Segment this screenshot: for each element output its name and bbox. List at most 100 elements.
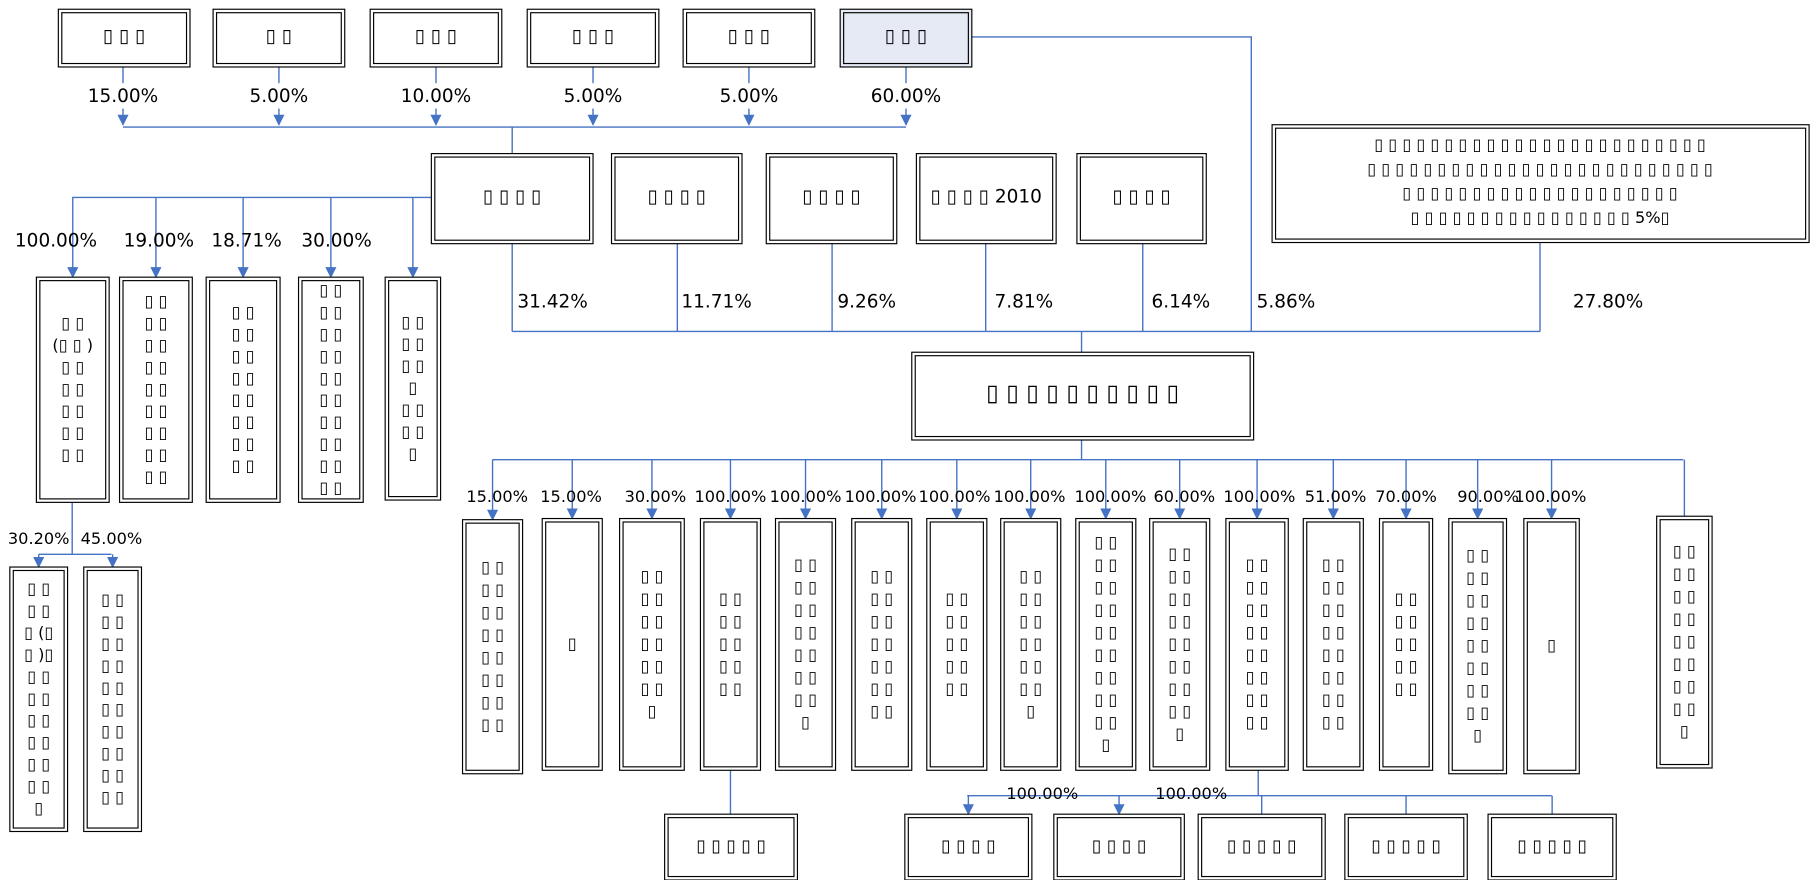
label: ▯ ▯ bbox=[1673, 654, 1696, 673]
box-inner bbox=[1228, 521, 1286, 768]
label: 5.00% bbox=[564, 86, 623, 107]
label: ▯ ▯ bbox=[319, 390, 342, 409]
label: ▯ ▯ bbox=[1168, 701, 1191, 720]
label: ▯ ▯ bbox=[144, 467, 167, 486]
box bbox=[212, 8, 346, 68]
box bbox=[1000, 517, 1062, 771]
label: ▯ ▯ bbox=[794, 668, 817, 687]
label: ▯ ▯ bbox=[1094, 690, 1117, 709]
label: ▯ ▯ bbox=[1322, 555, 1345, 574]
label: 19.00% bbox=[124, 230, 194, 251]
label: ▯ ▯ bbox=[1466, 636, 1489, 655]
label: ▯ ▯ bbox=[870, 701, 893, 720]
label: ▯ ▯ bbox=[319, 346, 342, 365]
box-inner bbox=[854, 521, 909, 768]
label: ▯ ▯ bbox=[945, 589, 968, 608]
label: ▯ ▯ bbox=[870, 634, 893, 653]
label: ▯ ▯ bbox=[1466, 681, 1489, 700]
box bbox=[915, 153, 1057, 245]
label: ▯ ▯ bbox=[870, 589, 893, 608]
label: ▯ ▯ bbox=[1019, 634, 1042, 653]
box bbox=[430, 153, 594, 245]
label: ▯ ▯ bbox=[794, 600, 817, 619]
label: 7.81% bbox=[994, 292, 1053, 313]
label: ▯ ▯ bbox=[27, 777, 50, 796]
label: ▯ ▯ bbox=[144, 379, 167, 398]
label: 15.00% bbox=[540, 487, 602, 506]
label: ▯ ▯ bbox=[1168, 656, 1191, 675]
label: ▯ ▯ bbox=[719, 679, 742, 698]
label: ▯ ▯ bbox=[401, 356, 424, 375]
box-inner bbox=[122, 280, 190, 500]
label: ▯ ▯ bbox=[101, 722, 124, 741]
label: ▯ ▯ ▯ ▯ bbox=[1092, 837, 1147, 857]
label: ▯ ▯ bbox=[481, 647, 504, 666]
box bbox=[926, 517, 988, 771]
label: ▯ ▯ bbox=[719, 656, 742, 675]
box bbox=[1344, 813, 1468, 881]
label: ▯ ▯ bbox=[1246, 668, 1269, 687]
label: ▯ ▯ bbox=[945, 634, 968, 653]
label: ▯ ▯ bbox=[794, 645, 817, 664]
label: 51.00% bbox=[1305, 487, 1367, 506]
label: ▯ ▯ bbox=[61, 313, 84, 332]
label: ▯ ▯ bbox=[61, 445, 84, 464]
label: ▯ ▯ bbox=[1094, 600, 1117, 619]
label: ▯ bbox=[1680, 722, 1689, 741]
box bbox=[1197, 813, 1326, 881]
label: ▯ ▯ ▯ ▯ ▯ bbox=[696, 837, 766, 857]
box-inner bbox=[1490, 817, 1614, 878]
box bbox=[765, 153, 898, 245]
label: 30.00% bbox=[301, 230, 371, 251]
label: ▯ ▯ bbox=[319, 368, 342, 387]
box bbox=[1149, 517, 1211, 771]
box-inner bbox=[929, 521, 984, 768]
label: 100.00% bbox=[845, 487, 917, 506]
box bbox=[1076, 153, 1207, 245]
label: ▯ ▯ ▯ ▯ ▯ ▯ ▯ ▯ ▯ ▯ ▯ ▯ ▯ ▯ ▯ ▯ ▯ ▯ ▯ ▯ … bbox=[1367, 159, 1713, 178]
label: 100.00% bbox=[1006, 784, 1078, 803]
label: 10.00% bbox=[401, 86, 471, 107]
label: 15.00% bbox=[88, 86, 158, 107]
label: ▯ ▯ bbox=[27, 689, 50, 708]
box-inner bbox=[1056, 817, 1182, 878]
label: ▯ bbox=[1026, 701, 1035, 720]
box-inner bbox=[373, 12, 499, 65]
label: ▯ ▯ bbox=[1019, 589, 1042, 608]
label: ▯ bbox=[1101, 735, 1110, 754]
label: ▯ ▯ bbox=[719, 589, 742, 608]
label: ▯ ▯ ▯ ▯ ▯ ▯ ▯ ▯ ▯ ▯ bbox=[986, 380, 1179, 406]
box-inner bbox=[843, 12, 969, 65]
label: ▯ bbox=[1473, 726, 1482, 745]
box-inner bbox=[907, 817, 1029, 878]
label: ▯ ▯ bbox=[870, 566, 893, 585]
label: ▯ bbox=[1547, 636, 1556, 655]
label: ▯ ▯ ▯ ▯ bbox=[802, 186, 860, 207]
box bbox=[610, 153, 743, 245]
label: ▯ ▯ ▯ bbox=[415, 26, 457, 47]
label: 45.00% bbox=[81, 529, 143, 548]
label: ▯ ▯ bbox=[101, 788, 124, 807]
box-inner bbox=[622, 521, 682, 768]
label: ▯ ▯ bbox=[1094, 668, 1117, 687]
box bbox=[851, 517, 913, 771]
label: 100.00% bbox=[1223, 487, 1295, 506]
label: ▯ ▯ bbox=[640, 589, 663, 608]
label: ▯ ▯ bbox=[319, 281, 342, 300]
box bbox=[1448, 517, 1508, 775]
label: ▯ ▯ bbox=[101, 766, 124, 785]
box-inner bbox=[1382, 521, 1430, 768]
label: 6.14% bbox=[1152, 292, 1211, 313]
box-inner bbox=[545, 521, 600, 768]
label: ▯ ▯ ▯ ▯ ▯ bbox=[1227, 837, 1297, 857]
box bbox=[682, 8, 816, 68]
label: ▯ ▯ bbox=[1168, 634, 1191, 653]
label: ▯ ▯ bbox=[61, 423, 84, 442]
label: ▯ ▯ ▯ bbox=[728, 26, 770, 47]
box-inner bbox=[769, 156, 894, 241]
label: ▯ ▯ bbox=[27, 733, 50, 752]
box-inner bbox=[465, 522, 520, 771]
label: ▯ ▯ bbox=[27, 755, 50, 774]
